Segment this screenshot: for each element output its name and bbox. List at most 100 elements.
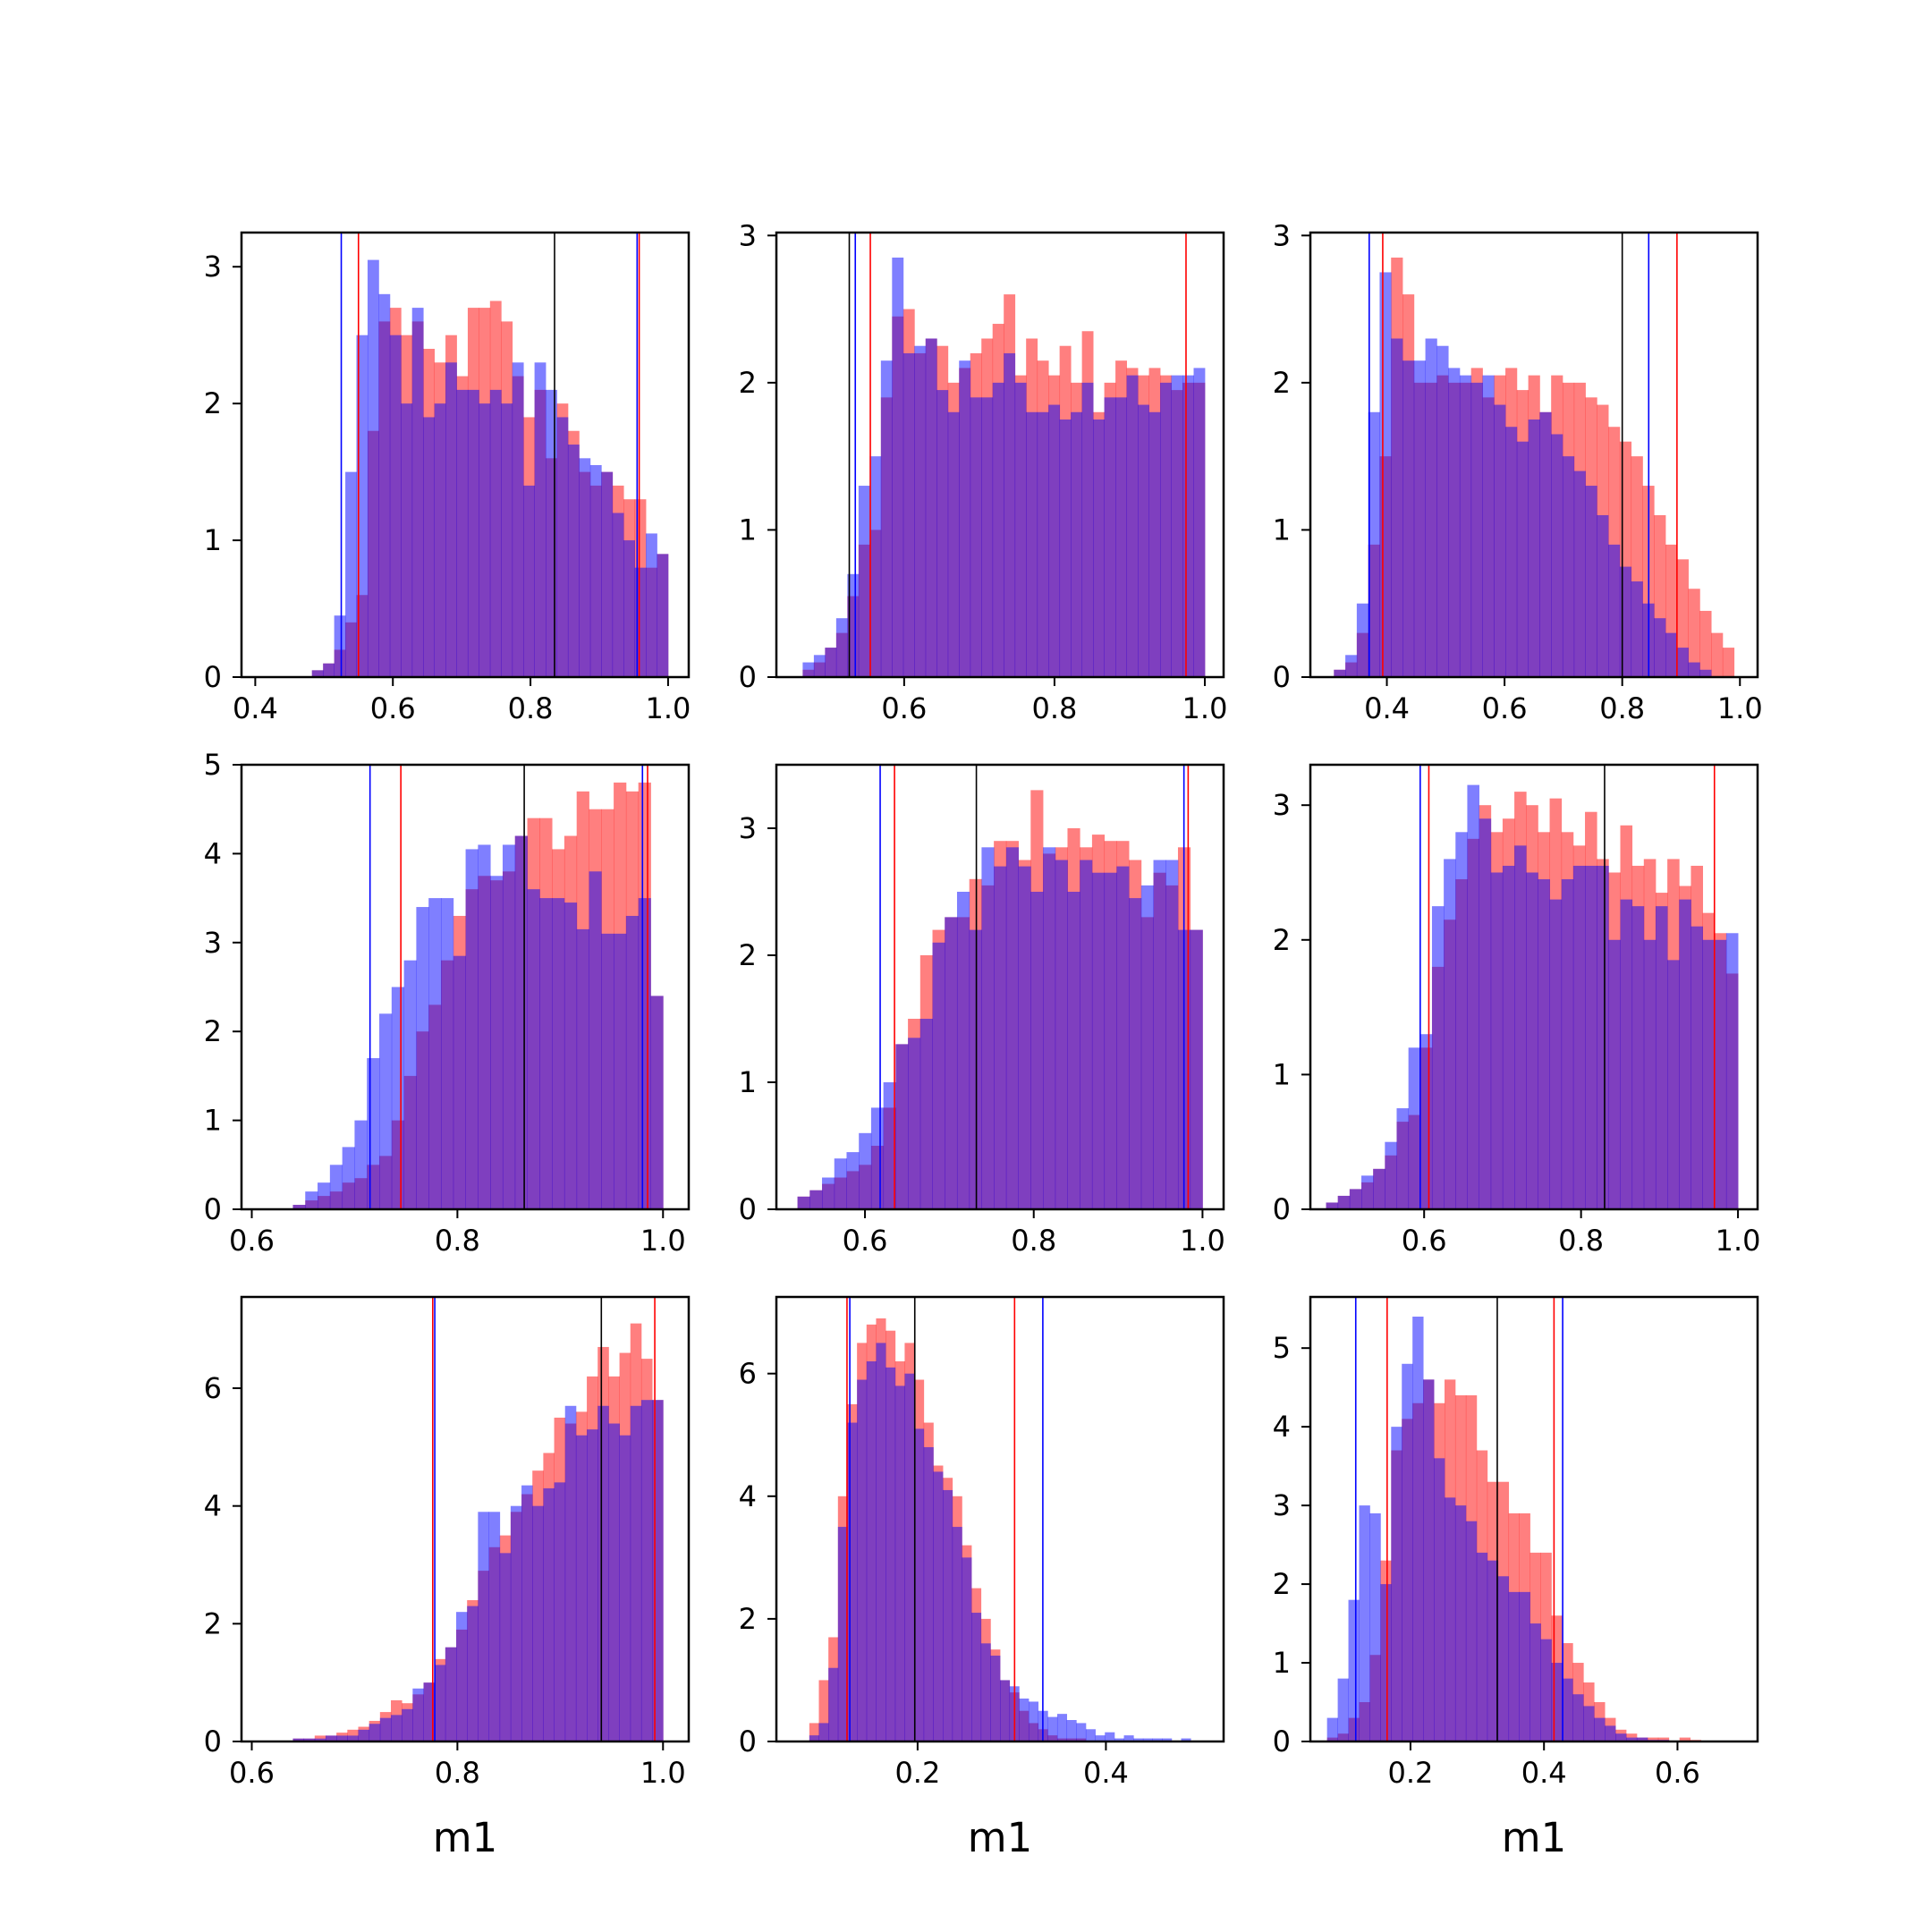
blue-histogram-bar	[625, 915, 640, 1209]
x-tick-label: 1.0	[1716, 1224, 1761, 1258]
blue-histogram-bar	[305, 1191, 318, 1209]
blue-histogram-bar	[923, 1446, 934, 1741]
blue-histogram-bar	[292, 1205, 306, 1209]
x-tick-label: 0.6	[1482, 691, 1528, 725]
blue-histogram-bar	[1385, 1141, 1397, 1209]
blue-histogram-bar	[579, 458, 591, 677]
y-tick-label: 2	[1273, 366, 1291, 400]
blue-histogram-bar	[1408, 1047, 1421, 1209]
blue-histogram-bar	[1423, 1379, 1435, 1741]
blue-histogram-bar	[1402, 360, 1415, 677]
blue-histogram-bar	[933, 1471, 944, 1741]
blue-histogram-bar	[1095, 1735, 1106, 1741]
y-tick-label: 4	[204, 1489, 222, 1523]
blue-histogram-bar	[589, 871, 602, 1209]
y-tick-label: 3	[1273, 1488, 1291, 1522]
blue-histogram-bar	[534, 362, 547, 677]
y-tick-label: 3	[1273, 218, 1291, 252]
blue-histogram-bar	[502, 844, 516, 1209]
blue-histogram-bar	[828, 1667, 839, 1741]
blue-histogram-bar	[303, 1738, 316, 1741]
blue-histogram-bar	[1160, 382, 1172, 677]
axes-frame	[1309, 231, 1759, 679]
blue-histogram-bar	[892, 257, 904, 677]
y-tick-label: 3	[739, 218, 757, 252]
blue-histogram-bar	[1129, 898, 1142, 1209]
blue-histogram-bar	[1585, 486, 1597, 677]
blue-histogram-bar	[608, 1423, 620, 1741]
blue-histogram-bar	[564, 902, 578, 1209]
x-tick-label: 0.6	[1655, 1756, 1700, 1790]
blue-histogram-bar	[1123, 1735, 1134, 1741]
blue-histogram-bar	[980, 1643, 991, 1741]
y-tick-label: 0	[1273, 660, 1291, 694]
blue-histogram-bar	[947, 411, 960, 677]
blue-histogram-bar	[1572, 1694, 1584, 1741]
red-histogram-bar	[809, 1723, 819, 1741]
blue-histogram-bar	[1356, 603, 1369, 677]
blue-histogram-bar	[640, 1400, 653, 1741]
blue-histogram-bar	[411, 308, 424, 677]
x-tick-label: 0.8	[1558, 1224, 1604, 1258]
blue-histogram-bar	[523, 485, 536, 677]
x-axis-label: m1	[1502, 1814, 1566, 1861]
blue-histogram-bar	[1605, 1725, 1616, 1741]
blue-histogram-bar	[1028, 1701, 1039, 1741]
blue-histogram-bar	[1608, 939, 1621, 1209]
blue-histogram-bar	[1066, 1720, 1077, 1741]
blue-histogram-bar	[1004, 352, 1016, 677]
blue-histogram-bar	[835, 618, 848, 677]
y-tick-label: 3	[1273, 788, 1291, 822]
blue-histogram-bar	[932, 942, 945, 1209]
blue-histogram-bar	[1597, 865, 1609, 1209]
x-tick-label: 0.6	[1402, 1224, 1447, 1258]
blue-histogram-bar	[859, 1132, 872, 1209]
blue-histogram-bar	[1528, 419, 1540, 677]
x-tick-label: 0.8	[1011, 1224, 1056, 1258]
blue-histogram-bar	[1152, 1738, 1163, 1741]
x-tick-label: 1.0	[1180, 1224, 1225, 1258]
plot-area	[1326, 765, 1739, 1209]
blue-histogram-bar	[445, 1647, 457, 1741]
blue-histogram-bar	[1373, 1168, 1385, 1209]
blue-histogram-bar	[342, 1147, 355, 1209]
blue-histogram-bar	[554, 1482, 566, 1741]
blue-histogram-bar	[895, 1044, 909, 1209]
blue-histogram-bar	[1047, 1716, 1058, 1741]
blue-histogram-bar	[1573, 470, 1586, 677]
blue-histogram-bar	[962, 1557, 972, 1741]
plot-area	[1334, 233, 1735, 677]
y-tick-label: 0	[1273, 1192, 1291, 1226]
blue-histogram-bar	[1412, 1316, 1424, 1741]
blue-histogram-bar	[1494, 404, 1506, 677]
red-histogram-bar	[1711, 632, 1724, 677]
blue-histogram-bar	[1690, 926, 1703, 1209]
blue-histogram-bar	[847, 1422, 858, 1741]
blue-histogram-bar	[1056, 1714, 1068, 1741]
axes-frame	[775, 763, 1225, 1211]
axes-frame	[775, 231, 1225, 679]
blue-histogram-bar	[1369, 1513, 1381, 1741]
blue-histogram-bar	[1455, 832, 1468, 1209]
blue-histogram-bar	[1349, 1189, 1362, 1209]
plot-area	[311, 233, 669, 677]
x-tick-label: 0.4	[1364, 691, 1410, 725]
blue-histogram-bar	[478, 1512, 489, 1741]
blue-histogram-bar	[403, 960, 417, 1209]
blue-histogram-bar	[994, 866, 1007, 1209]
y-tick-label: 4	[1273, 1410, 1291, 1444]
blue-histogram-bar	[1679, 899, 1691, 1209]
blue-histogram-bar	[1572, 865, 1586, 1209]
x-tick-label: 0.8	[508, 691, 554, 725]
blue-histogram-bar	[904, 1373, 915, 1741]
subplot-3: 0.4 0.6 0.8 1.0 0 1 2 3	[1273, 218, 1763, 725]
y-tick-label: 3	[204, 250, 222, 284]
blue-histogram-bar	[959, 360, 971, 677]
blue-histogram-bar	[1654, 618, 1666, 677]
blue-histogram-bar	[499, 1553, 512, 1741]
red-histogram-bar	[1647, 1737, 1659, 1741]
blue-histogram-bar	[587, 1429, 598, 1741]
blue-histogram-bar	[1530, 1623, 1541, 1741]
blue-histogram-bar	[834, 1158, 847, 1209]
subplot-9: 0.2 0.4 0.6 0 1 2 3 4 5 m1	[1273, 1295, 1759, 1861]
